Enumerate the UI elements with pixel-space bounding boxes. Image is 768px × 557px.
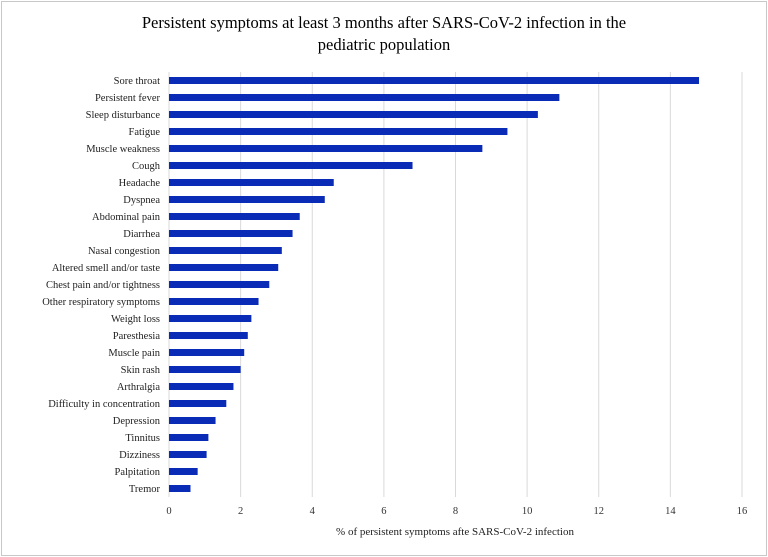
chart-title-line-1: Persistent symptoms at least 3 months af… [142, 13, 626, 32]
chart-title: Persistent symptoms at least 3 months af… [142, 13, 626, 54]
category-label: Palpitation [115, 467, 161, 478]
bar [169, 332, 248, 339]
bar [169, 179, 334, 186]
category-label: Arthralgia [117, 382, 160, 393]
bar [169, 128, 508, 135]
bar [169, 145, 483, 152]
x-axis-title: % of persistent symptoms afte SARS-CoV-2… [336, 526, 574, 538]
bar [169, 162, 413, 169]
category-label: Diarrhea [123, 229, 160, 240]
x-tick-label: 6 [381, 506, 386, 517]
category-label: Difficulty in concentration [48, 399, 161, 410]
category-label: Tremor [129, 484, 161, 495]
category-label: Dizziness [119, 450, 160, 461]
category-label: Dyspnea [123, 195, 160, 206]
category-label: Altered smell and/or taste [52, 263, 161, 274]
bar [169, 77, 700, 84]
category-label: Nasal congestion [88, 246, 161, 257]
bar [169, 298, 259, 305]
category-label: Persistent fever [95, 93, 161, 104]
x-tick-label: 4 [310, 506, 316, 517]
chart-title-line-2: pediatric population [318, 35, 450, 54]
category-label: Sleep disturbance [86, 110, 161, 121]
bar [169, 383, 234, 390]
gridlines [168, 72, 743, 497]
category-label: Cough [132, 161, 161, 172]
bar [169, 213, 300, 220]
category-label: Chest pain and/or tightness [46, 280, 160, 291]
category-label: Other respiratory symptoms [42, 297, 160, 308]
bars [169, 77, 700, 492]
x-tick-label: 12 [594, 506, 605, 517]
category-label: Paresthesia [113, 331, 161, 342]
x-tick-labels: 0 2 4 6 8 10 12 14 16 [166, 506, 747, 517]
category-labels: Sore throat Persistent fever Sleep disturb… [42, 76, 161, 495]
bar [169, 315, 252, 322]
x-tick-label: 14 [665, 506, 676, 517]
x-tick-label: 0 [166, 506, 171, 517]
category-label: Muscle pain [108, 348, 160, 359]
category-label: Headache [119, 178, 161, 189]
bar [169, 366, 241, 373]
category-label: Fatigue [129, 127, 161, 138]
category-label: Abdominal pain [92, 212, 161, 223]
x-tick-label: 10 [522, 506, 533, 517]
bar [169, 485, 191, 492]
category-label: Sore throat [114, 76, 160, 87]
bar [169, 94, 560, 101]
category-label: Skin rash [121, 365, 161, 376]
bar [169, 264, 279, 271]
bar [169, 247, 282, 254]
bar [169, 434, 209, 441]
x-tick-label: 8 [453, 506, 458, 517]
bar [169, 196, 325, 203]
category-label: Muscle weakness [86, 144, 160, 155]
x-tick-label: 16 [737, 506, 748, 517]
category-label: Weight loss [111, 314, 160, 325]
category-label: Tinnitus [125, 433, 160, 444]
bar [169, 111, 538, 118]
bar [169, 400, 227, 407]
x-tick-label: 2 [238, 506, 243, 517]
bar [169, 468, 198, 475]
category-label: Depression [113, 416, 161, 427]
bar [169, 451, 207, 458]
bar [169, 417, 216, 424]
bar [169, 281, 270, 288]
bar [169, 230, 293, 237]
bar [169, 349, 245, 356]
